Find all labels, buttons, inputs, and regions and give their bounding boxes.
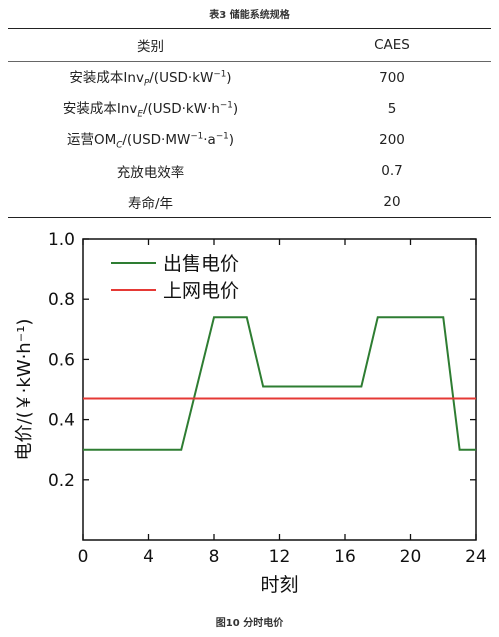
x-tick-label: 8 <box>209 547 220 567</box>
x-tick-label: 0 <box>78 547 89 567</box>
x-tick-label: 24 <box>465 547 487 567</box>
row-label: 运营OMC/(USD·MW−1·a−1) <box>66 131 235 151</box>
y-tick-label: 0.8 <box>48 290 75 310</box>
y-tick-label: 1.0 <box>48 230 75 250</box>
table-row: 寿命/年 20 <box>8 186 491 218</box>
x-axis-label: 时刻 <box>260 574 298 596</box>
storage-spec-table: 类别 CAES 安装成本InvP/(USD·kW−1) 700 安装成本InvE… <box>8 28 491 218</box>
table-row: 安装成本InvP/(USD·kW−1) 700 <box>8 62 491 94</box>
table-row: 安装成本InvE/(USD·kW·h−1) 5 <box>8 93 491 124</box>
header-caes: CAES <box>374 37 410 53</box>
x-tick-label: 16 <box>334 547 356 567</box>
row-value: 5 <box>387 100 397 117</box>
plot-frame <box>82 238 477 541</box>
figure-caption: 图10 分时电价 <box>215 618 284 629</box>
x-tick-label: 4 <box>143 547 154 567</box>
table-row: 运营OMC/(USD·MW−1·a−1) 200 <box>8 124 491 155</box>
x-tick-label: 12 <box>269 547 291 567</box>
row-label: 安装成本InvE/(USD·kW·h−1) <box>62 100 239 120</box>
legend-label-0: 出售电价 <box>163 253 239 275</box>
y-tick-label: 0.6 <box>48 350 75 370</box>
tou-price-chart: 0 4 8 12 16 20 24 0.2 0.4 0.6 0.8 1.0 时刻 电价/(￥·kW·h⁻¹… <box>14 230 487 596</box>
row-value: 0.7 <box>381 162 403 179</box>
row-value: 200 <box>379 131 405 148</box>
row-label: 充放电效率 <box>116 164 185 181</box>
row-value: 700 <box>379 69 405 86</box>
table-caption: 表3 储能系统规格 <box>209 10 290 21</box>
y-axis-label: 电价/(￥·kW·h⁻¹) <box>14 319 35 461</box>
row-label: 安装成本InvP/(USD·kW−1) <box>69 69 232 89</box>
table-header-row: 类别 CAES <box>8 28 491 62</box>
row-label: 寿命/年 <box>127 195 174 212</box>
header-category: 类别 <box>137 39 164 55</box>
x-tick-label: 20 <box>400 547 422 567</box>
table-row: 充放电效率 0.7 <box>8 155 491 186</box>
legend-label-1: 上网电价 <box>163 280 239 302</box>
series-line-0 <box>83 316 476 451</box>
y-tick-label: 0.4 <box>48 411 75 431</box>
row-value: 20 <box>383 193 401 210</box>
y-tick-label: 0.2 <box>48 471 75 491</box>
